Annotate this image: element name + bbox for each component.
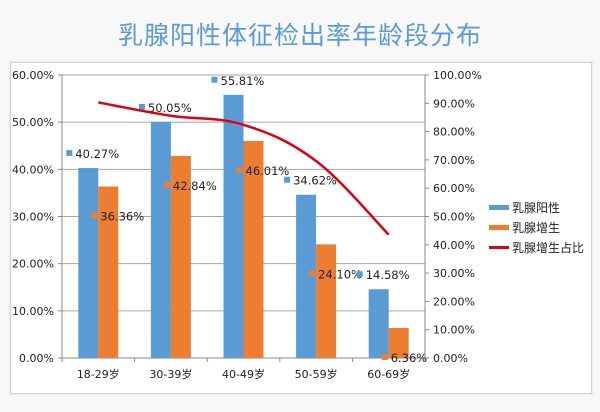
bar-hyperplasia — [170, 155, 191, 358]
right-axis-tick-label: 40.00% — [433, 239, 475, 252]
data-label-positive: 34.62% — [293, 174, 337, 188]
data-label-hyperplasia: 24.10% — [318, 267, 362, 281]
left-axis-tick-label: 40.00% — [12, 163, 54, 176]
right-axis-tick-label: 20.00% — [433, 295, 475, 308]
bar-hyperplasia — [388, 328, 409, 358]
x-axis-category-label: 50-59岁 — [295, 367, 338, 381]
right-axis-tick-label: 60.00% — [433, 182, 475, 195]
label-marker-blue — [356, 271, 363, 278]
right-axis-tick-label: 50.00% — [433, 211, 475, 224]
data-label-positive: 50.05% — [148, 101, 192, 115]
legend-item-positive: 乳腺阳性 — [489, 197, 584, 217]
right-axis-tick-label: 30.00% — [433, 267, 475, 280]
data-label-positive: 40.27% — [75, 147, 119, 161]
right-axis-tick-label: 0.00% — [433, 352, 468, 365]
x-axis-category-label: 30-39岁 — [149, 367, 192, 381]
left-axis-tick-label: 10.00% — [12, 305, 54, 318]
data-label-hyperplasia: 36.36% — [100, 210, 144, 224]
legend-item-hyperplasia: 乳腺增生 — [489, 217, 584, 237]
label-marker-blue — [138, 103, 145, 110]
bar-hyperplasia — [316, 244, 337, 358]
label-marker-blue — [284, 176, 291, 183]
bar-positive — [150, 121, 171, 358]
bar-positive — [78, 168, 99, 358]
left-axis-tick-label: 0.00% — [19, 352, 54, 365]
left-axis-tick-label: 50.00% — [12, 116, 54, 129]
bar-hyperplasia — [243, 140, 264, 358]
label-marker-orange — [381, 354, 388, 361]
x-axis-category-label: 18-29岁 — [77, 367, 120, 381]
left-axis-tick-label: 60.00% — [12, 69, 54, 82]
line-hyperplasia-ratio — [98, 101, 390, 236]
label-marker-blue — [66, 150, 73, 157]
legend-swatch-orange — [489, 224, 509, 230]
data-label-positive: 55.81% — [221, 74, 265, 88]
chart-title: 乳腺阳性体征检出率年龄段分布 — [117, 21, 482, 50]
label-marker-orange — [163, 181, 170, 188]
left-axis-tick-label: 20.00% — [12, 258, 54, 271]
right-axis-tick-label: 90.00% — [433, 97, 475, 110]
data-label-hyperplasia: 6.36% — [391, 351, 428, 365]
legend-swatch-red-line — [489, 245, 509, 249]
bar-hyperplasia — [98, 186, 119, 358]
right-axis-tick-label: 70.00% — [433, 154, 475, 167]
legend-swatch-blue — [489, 204, 509, 210]
bar-positive — [368, 289, 389, 358]
label-marker-orange — [309, 270, 316, 277]
legend-label: 乳腺阳性 — [512, 200, 561, 215]
label-marker-blue — [211, 76, 218, 83]
right-axis-tick-label: 80.00% — [433, 126, 475, 139]
data-label-hyperplasia: 46.01% — [246, 164, 290, 178]
label-marker-orange — [236, 166, 243, 173]
legend-label: 乳腺增生 — [512, 220, 561, 235]
label-marker-orange — [91, 212, 98, 219]
legend-item-ratio: 乳腺增生占比 — [489, 237, 584, 257]
bar-positive — [296, 194, 317, 358]
right-axis-tick-label: 100.00% — [433, 69, 482, 82]
legend-label: 乳腺增生占比 — [512, 240, 585, 255]
left-axis-tick-label: 30.00% — [12, 211, 54, 224]
bar-positive — [223, 94, 244, 359]
x-axis-category-label: 40-49岁 — [222, 367, 265, 381]
right-axis-tick-label: 10.00% — [433, 324, 475, 337]
data-label-positive: 14.58% — [366, 268, 410, 282]
data-label-hyperplasia: 42.84% — [173, 179, 217, 193]
x-axis-category-label: 60-69岁 — [367, 367, 410, 381]
chart-legend: 乳腺阳性 乳腺增生 乳腺增生占比 — [489, 197, 584, 257]
